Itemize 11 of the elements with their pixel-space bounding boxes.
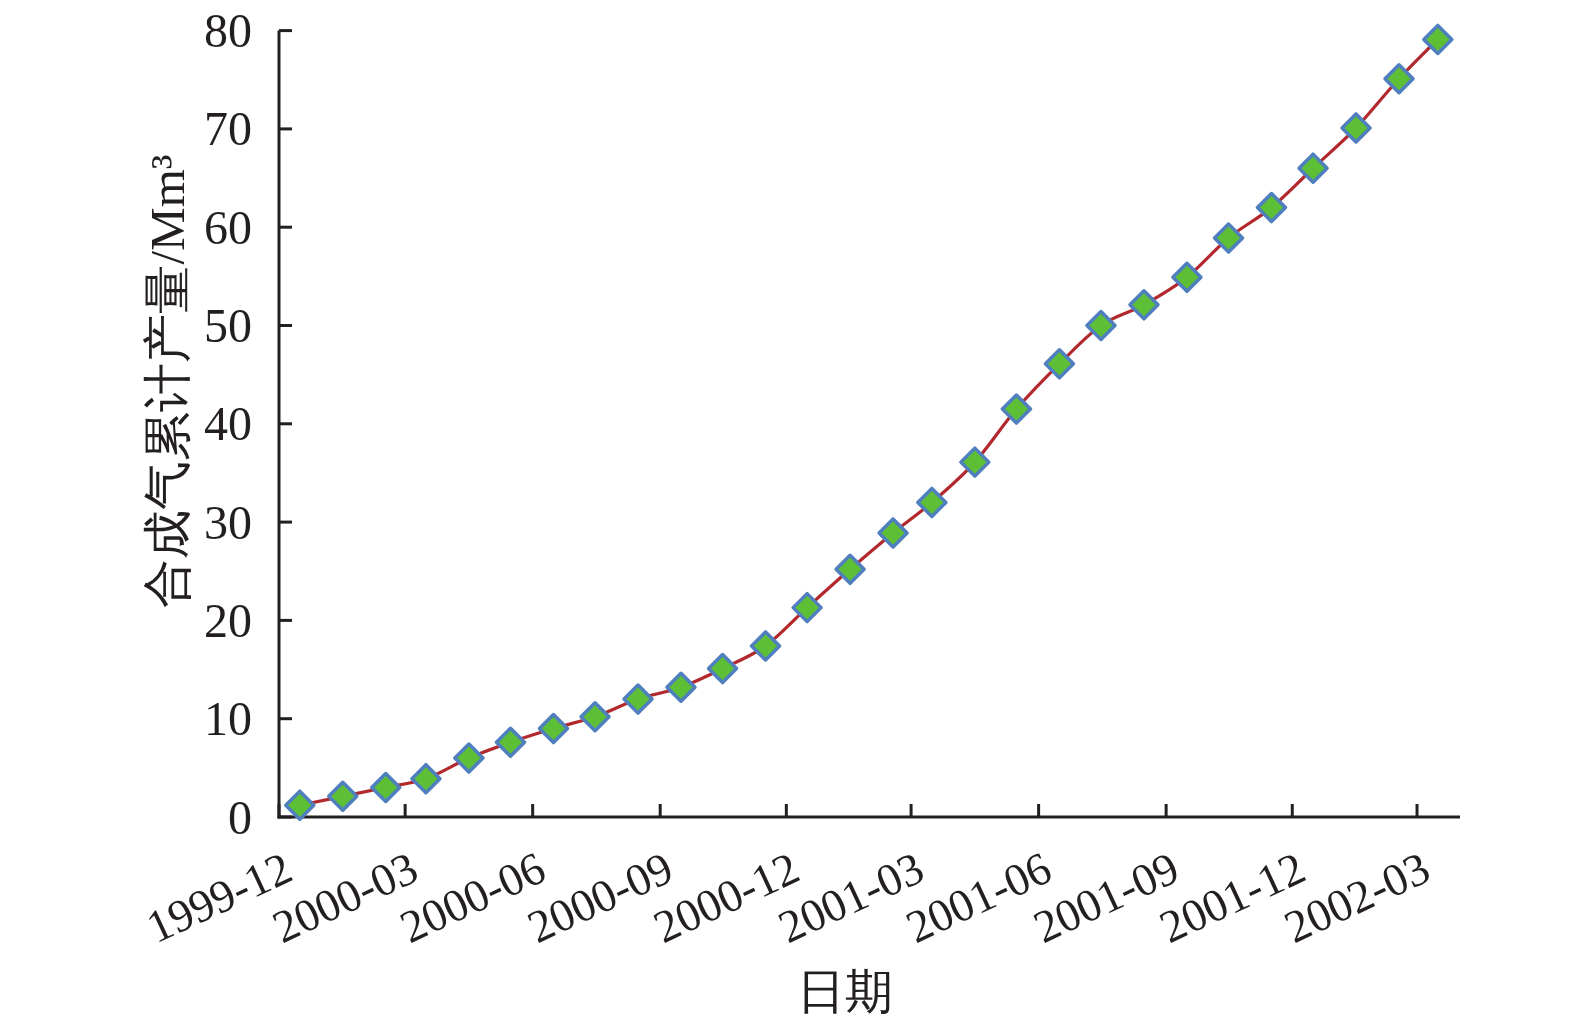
ytick-label: 70 [204, 102, 252, 156]
ytick-label: 40 [204, 397, 252, 451]
ytick-label: 60 [204, 200, 252, 254]
ytick-label: 0 [228, 790, 252, 844]
ytick-label: 50 [204, 299, 252, 352]
ytick-label: 30 [204, 495, 252, 549]
ylabel: 合成气累计产量/Mm³ [140, 154, 195, 608]
xlabel: 日期 [797, 965, 893, 1018]
ytick-label: 80 [204, 4, 252, 58]
ytick-label: 10 [204, 692, 252, 746]
ytick-label: 20 [204, 593, 252, 647]
